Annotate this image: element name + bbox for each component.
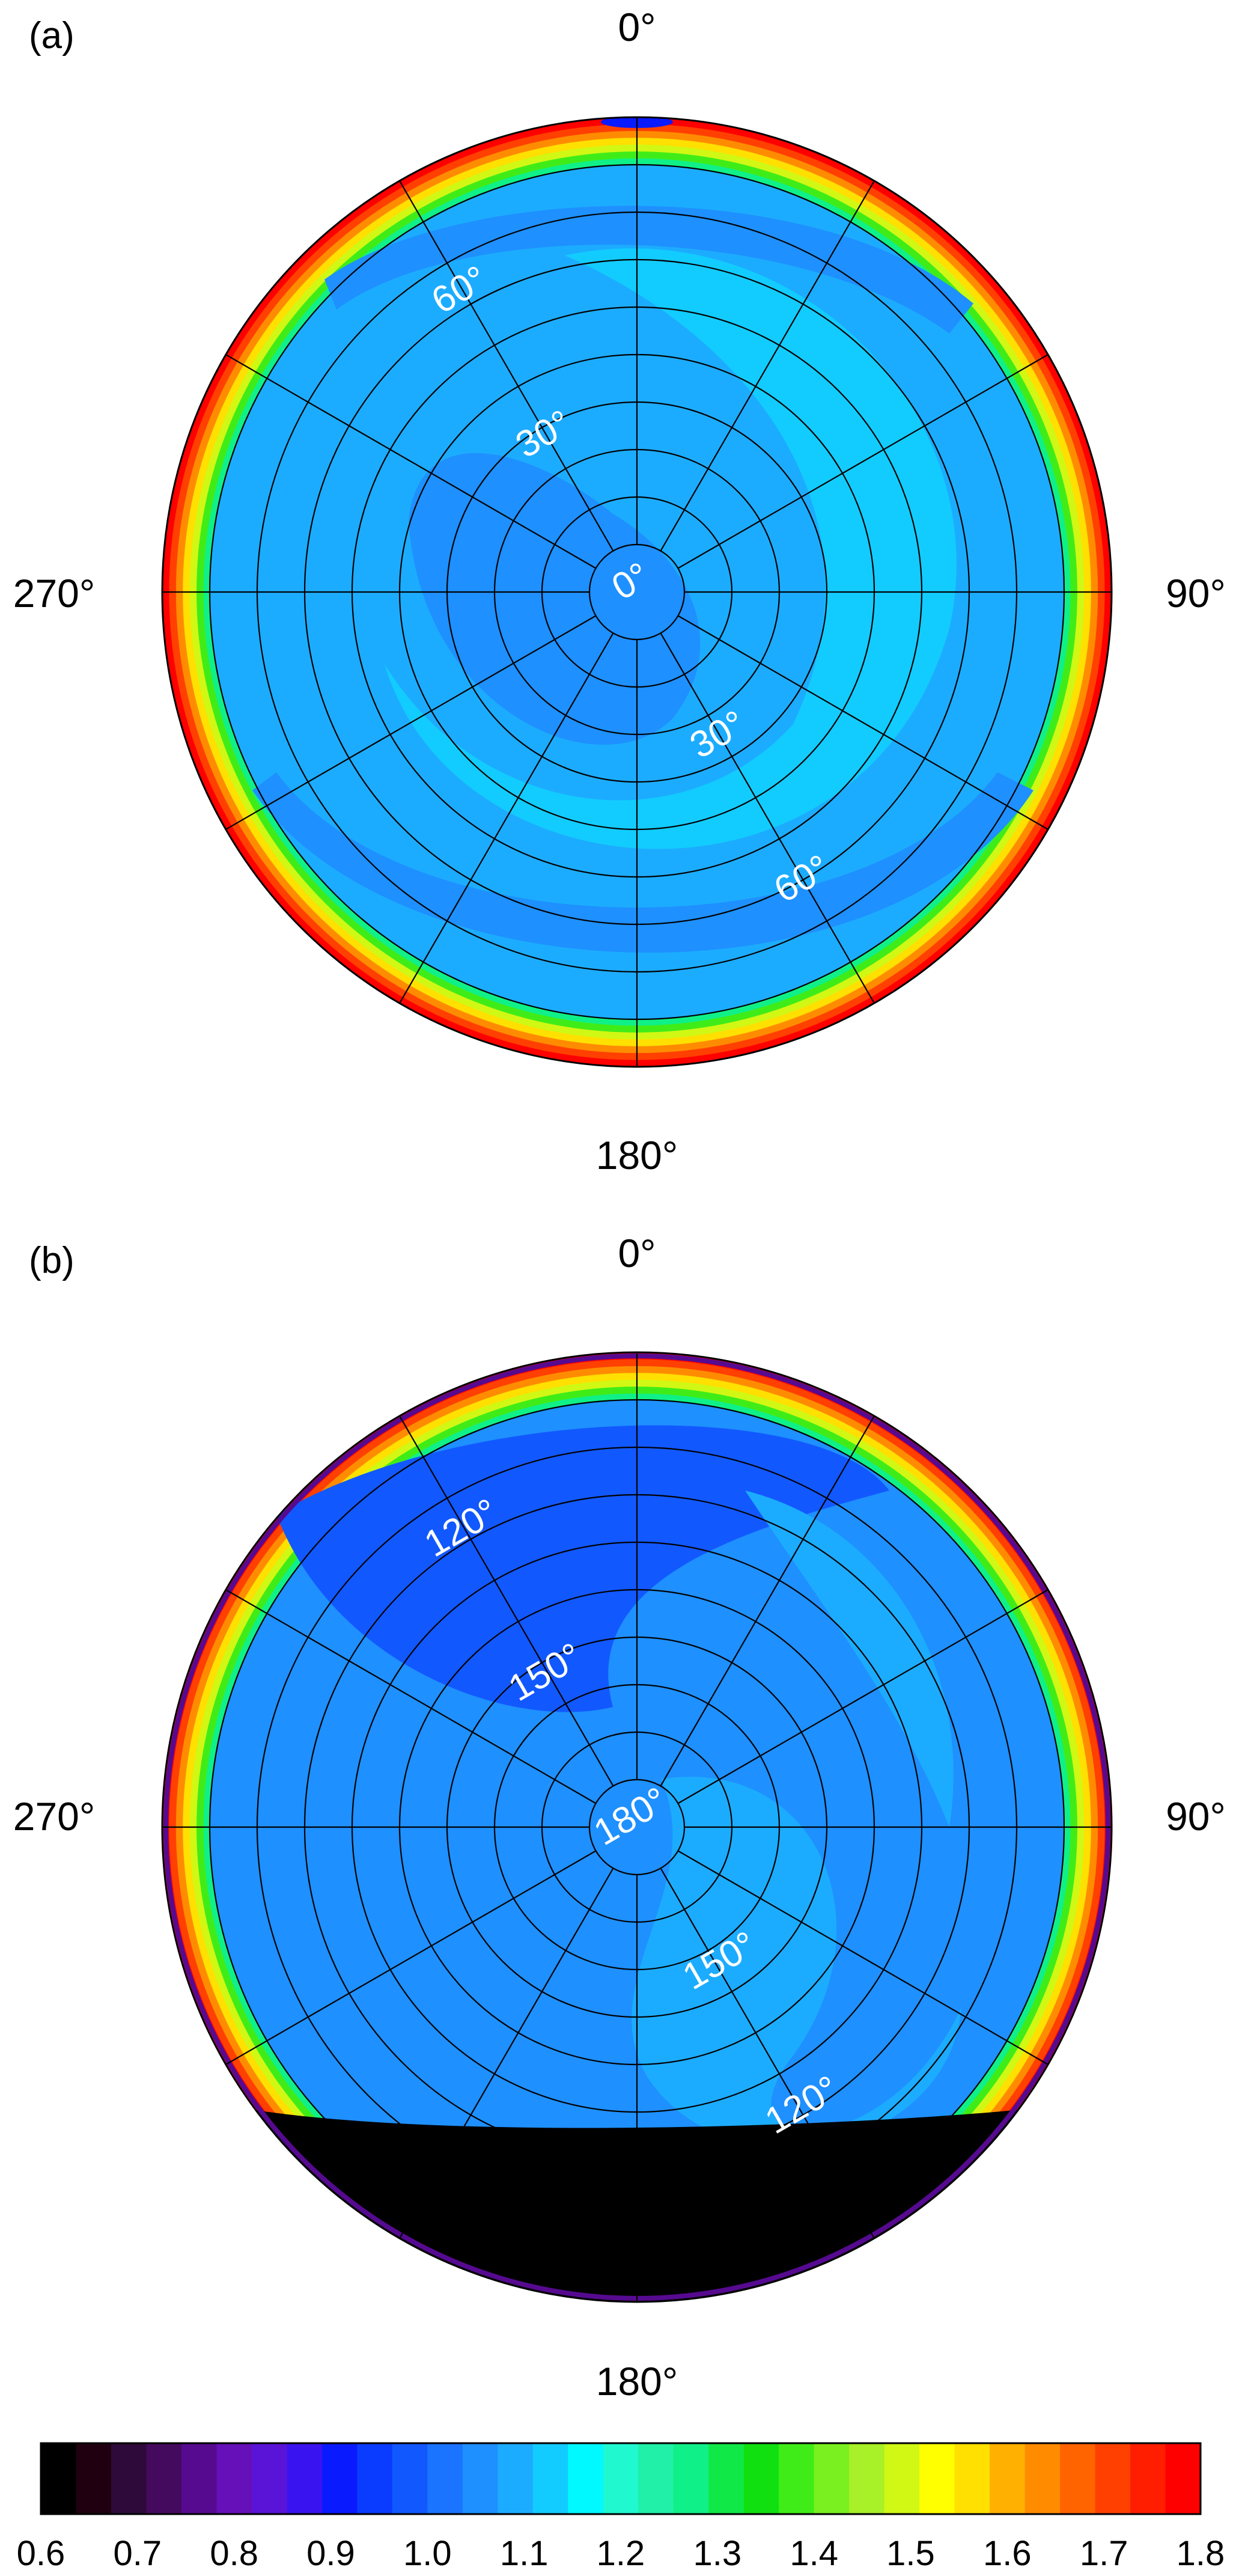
colorbar-cell (708, 2443, 744, 2514)
colorbar-tick-label: 1.7 (1080, 2534, 1128, 2573)
panel-b: (b) 0° 90° 180° 270° 120° 150° 180° 150°… (13, 1231, 1226, 2404)
colorbar-cell (321, 2443, 358, 2514)
contour-region-dark (409, 453, 701, 745)
colorbar-cell (76, 2443, 112, 2514)
panel-b-north-label: 0° (618, 1231, 656, 1275)
colorbar-tick-label: 0.6 (17, 2534, 65, 2573)
colorbar-cell (638, 2443, 674, 2514)
polar-disk-a (161, 116, 1113, 1068)
panel-a: (a) 0° 90° 180° 270° 60° 30° 0° 30° 60° (13, 5, 1226, 1177)
grid-spoke (677, 1850, 1049, 2065)
panel-a-west-label: 270° (13, 571, 96, 615)
colorbar-cell (251, 2443, 287, 2514)
colorbar-frame (40, 2442, 1202, 2515)
colorbar-cell (990, 2443, 1026, 2514)
panel-a-north-label: 0° (618, 5, 656, 49)
contour-region-top (324, 206, 973, 334)
panel-b-east-label: 90° (1166, 1794, 1226, 1839)
colorbar-cell (884, 2443, 920, 2514)
colorbar: 0.6 0.7 0.8 0.9 1.0 1.1 1.2 1.3 1.4 1.5 1.6 1.7 1.8 (17, 2442, 1225, 2573)
colorbar-cell (357, 2443, 393, 2514)
colorbar-tick-label: 0.8 (210, 2534, 258, 2573)
colorbar-tick-label: 1.8 (1177, 2534, 1225, 2573)
colorbar-cell (743, 2443, 779, 2514)
panel-b-south-label: 180° (596, 2359, 678, 2404)
colorbar-cell (1024, 2443, 1061, 2514)
colorbar-cell (849, 2443, 885, 2514)
colorbar-ticks: 0.6 0.7 0.8 0.9 1.0 1.1 1.2 1.3 1.4 1.5 1.6 1.7 1.8 (17, 2534, 1225, 2573)
colorbar-cell (146, 2443, 182, 2514)
grid-spoke (225, 1589, 597, 1804)
colorbar-cell (603, 2443, 639, 2514)
grid-spoke (225, 1850, 597, 2065)
colorbar-cell (673, 2443, 709, 2514)
colorbar-cell (287, 2443, 323, 2514)
contour-region-bottom (252, 772, 1033, 953)
colorbar-cell (1060, 2443, 1096, 2514)
colorbar-cell (181, 2443, 218, 2514)
grid-spoke (660, 180, 875, 552)
colorbar-cell (111, 2443, 147, 2514)
colorbar-tick-label: 1.2 (597, 2534, 645, 2573)
panel-a-east-label: 90° (1166, 571, 1226, 615)
grid-spoke (399, 1415, 614, 1787)
colorbar-tick-label: 1.1 (500, 2534, 549, 2573)
colorbar-cell (41, 2443, 77, 2514)
colorbar-tick-label: 1.4 (790, 2534, 838, 2573)
colorbar-cell (1165, 2443, 1201, 2514)
colorbar-cell (1130, 2443, 1166, 2514)
grid-spoke (677, 354, 1049, 569)
colorbar-tick-label: 0.9 (306, 2534, 355, 2573)
contour-region-dark (276, 1425, 889, 1712)
grid-spoke (677, 615, 1049, 830)
colorbar-cell (1095, 2443, 1131, 2514)
grid-spoke (225, 615, 597, 830)
contour-region-light (632, 1777, 961, 2148)
colorbar-tick-label: 1.5 (886, 2534, 935, 2573)
colorbar-cells (41, 2443, 1201, 2514)
grid-spoke (677, 1589, 1049, 1804)
colorbar-tick-label: 1.3 (693, 2534, 742, 2573)
disk-outline (161, 116, 1113, 1068)
grid-spoke (399, 1867, 614, 2239)
colorbar-cell (392, 2443, 428, 2514)
disk-fill-group (162, 117, 1112, 1067)
disk-outline (161, 1351, 1113, 2303)
colorbar-cell (216, 2443, 252, 2514)
colorbar-tick-label: 1.6 (983, 2534, 1032, 2573)
colorbar-cell (427, 2443, 463, 2514)
grid-spoke (660, 1867, 875, 2239)
disk-fill-group (162, 1352, 1112, 2302)
colorbar-tick-label: 1.0 (403, 2534, 452, 2573)
colorbar-cell (498, 2443, 534, 2514)
colorbar-cell (814, 2443, 850, 2514)
grid-spoke (225, 354, 597, 569)
grid-spoke (660, 1415, 875, 1787)
colorbar-cell (954, 2443, 990, 2514)
colorbar-cell (779, 2443, 815, 2514)
panel-a-south-label: 180° (596, 1133, 678, 1177)
colorbar-cell (568, 2443, 604, 2514)
panel-b-west-label: 270° (13, 1794, 96, 1839)
colorbar-cell (462, 2443, 498, 2514)
colorbar-cell (532, 2443, 568, 2514)
polar-disk-b (161, 1351, 1113, 2303)
grid-spoke (660, 632, 875, 1004)
grid-spoke (399, 180, 614, 552)
panel-a-label: (a) (29, 15, 75, 56)
colorbar-cell (919, 2443, 955, 2514)
contour-region-light-2 (745, 1491, 954, 1827)
panel-b-label: (b) (29, 1240, 75, 1281)
grid-spoke (399, 632, 614, 1004)
colorbar-tick-label: 0.7 (114, 2534, 162, 2573)
contour-region-light (385, 248, 957, 849)
